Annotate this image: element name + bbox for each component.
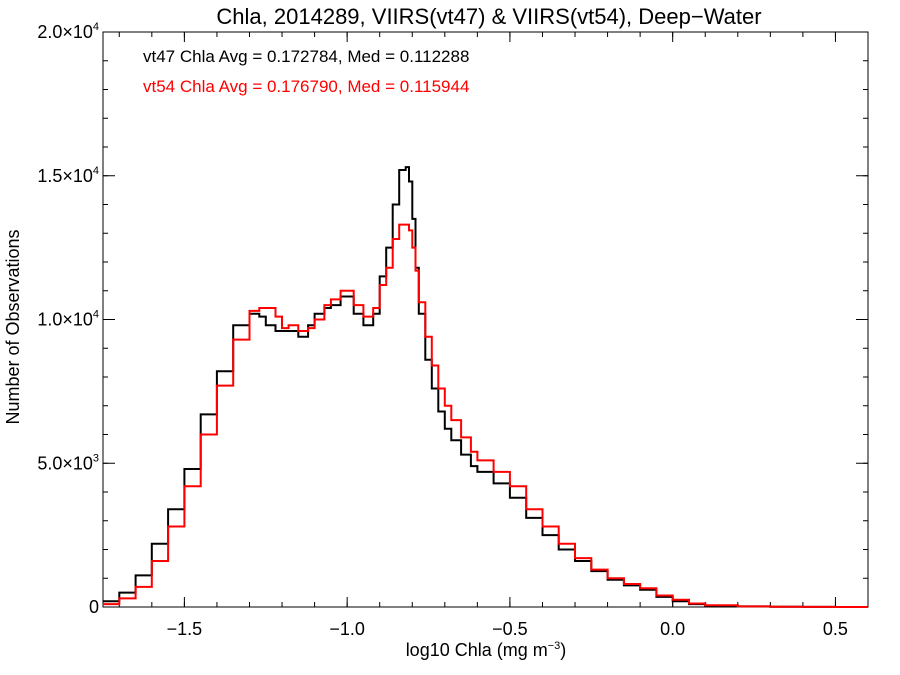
annotations: vt47 Chla Avg = 0.172784, Med = 0.112288… xyxy=(143,47,469,96)
x-tick-label: −1.5 xyxy=(167,619,203,639)
y-axis-title: Number of Observations xyxy=(3,229,23,424)
x-axis-title: log10 Chla (mg m−3) xyxy=(406,640,567,660)
series-layer xyxy=(103,166,868,608)
x-tick-label: 0.5 xyxy=(823,619,848,639)
y-tick-label: 1.0×104 xyxy=(37,309,99,330)
y-tick-label: 0 xyxy=(89,597,99,617)
plot-frame xyxy=(102,31,869,608)
stats-annotation: vt47 Chla Avg = 0.172784, Med = 0.112288 xyxy=(143,47,469,66)
y-axis: 0 5.0×103 1.0×104 1.5×104 2.0×104 xyxy=(37,21,868,617)
x-tick-label: −0.5 xyxy=(492,619,528,639)
chart-title: Chla, 2014289, VIIRS(vt47) & VIIRS(vt54)… xyxy=(216,4,761,29)
x-axis: −1.5 −1.0 −0.5 0.0 0.5 xyxy=(118,32,869,639)
plot-border xyxy=(102,31,869,608)
y-tick-label: 2.0×104 xyxy=(37,21,99,42)
x-tick-label: 0.0 xyxy=(660,619,685,639)
y-tick-label: 5.0×103 xyxy=(37,452,99,473)
x-tick-label: −1.0 xyxy=(329,619,365,639)
y-tick-label: 1.5×104 xyxy=(37,165,99,186)
series-line-vt54 xyxy=(103,223,868,608)
stats-annotation: vt54 Chla Avg = 0.176790, Med = 0.115944 xyxy=(143,77,469,96)
